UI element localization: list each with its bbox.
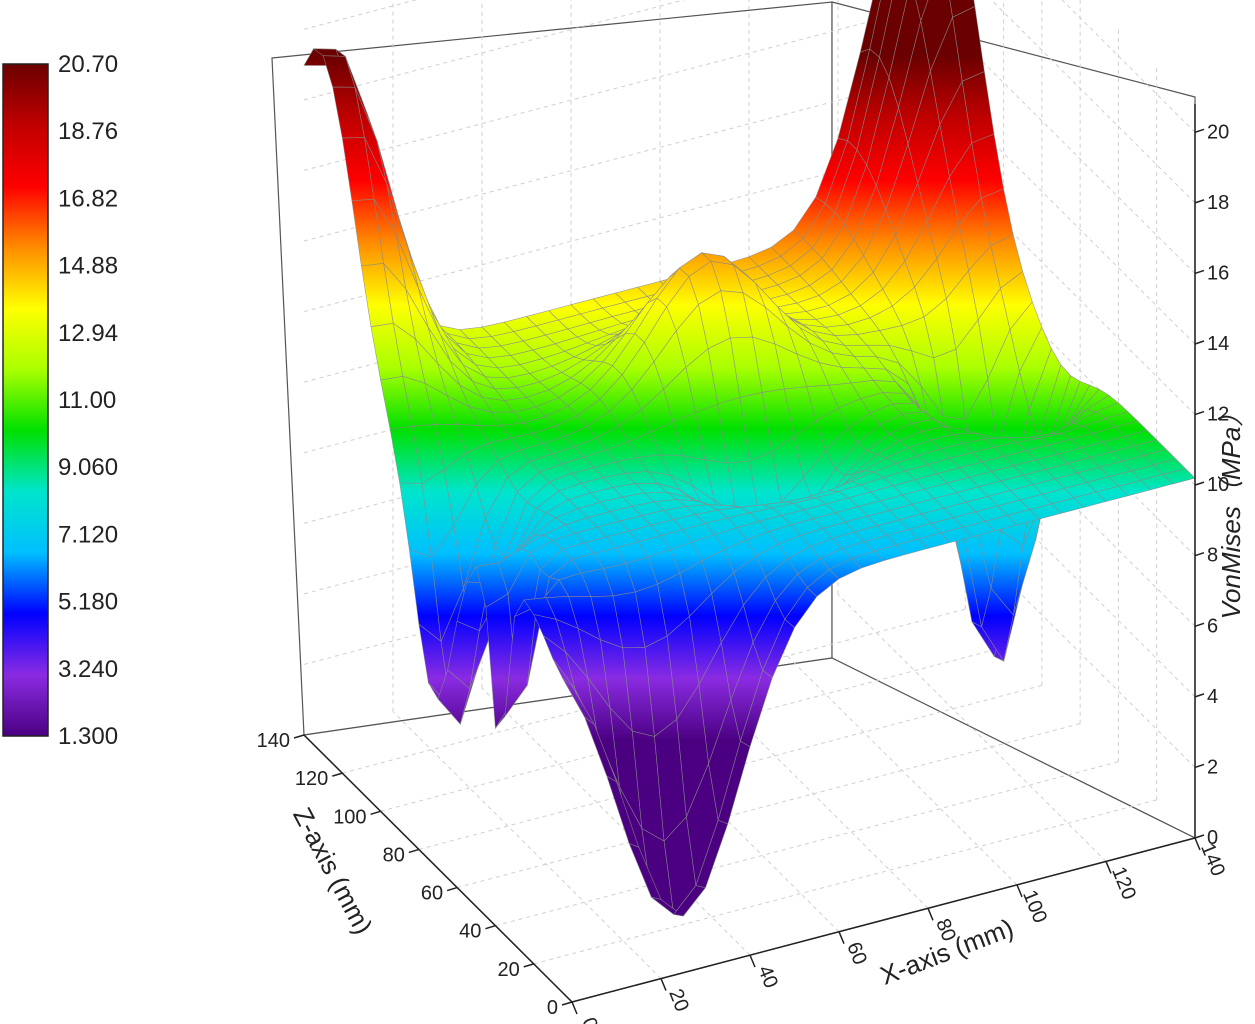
colorbar-label: 14.88 — [58, 253, 118, 280]
x-tick — [927, 907, 934, 921]
x-tick — [1194, 837, 1201, 851]
z-tick — [293, 734, 305, 739]
back-grid-v — [303, 5, 928, 171]
z-tick-label: 140 — [257, 730, 290, 752]
v-tick — [1194, 552, 1205, 557]
surface-facet — [869, 0, 893, 58]
floor-grid-x — [392, 711, 662, 979]
v-tick — [1194, 693, 1205, 698]
colorbar-label: 12.94 — [58, 320, 118, 347]
z-tick — [485, 924, 496, 930]
axes: 0204060801001201400204060801001201400246… — [257, 104, 1229, 1024]
colorbar-label: 3.240 — [58, 656, 118, 683]
x-tick — [749, 954, 756, 968]
x-tick-label: 20 — [664, 986, 693, 1015]
back-grid-v — [303, 76, 928, 242]
v-tick-label: 4 — [1207, 686, 1218, 708]
x-tick-label: 60 — [842, 939, 871, 968]
v-tick-label: 2 — [1207, 756, 1218, 778]
colorbar-labels: 20.70 18.76 16.82 14.88 12.94 11.00 9.060 7.120… — [58, 51, 118, 750]
surface-facet — [859, 0, 881, 53]
v-tick-label: 18 — [1207, 192, 1229, 214]
colorbar-label: 9.060 — [58, 454, 118, 481]
floor-grid-x — [481, 687, 751, 956]
colorbar-label: 1.300 — [58, 723, 118, 750]
v-tick-label: 20 — [1207, 121, 1229, 143]
z-tick-label: 0 — [547, 997, 558, 1019]
x-tick — [1105, 861, 1112, 874]
colorbar: 20.70 18.76 16.82 14.88 12.94 11.00 9.060 7.120… — [2, 51, 118, 750]
z-tick — [561, 1001, 573, 1006]
colorbar-label: 18.76 — [58, 118, 118, 145]
v-tick — [1194, 410, 1205, 416]
floor-grid-z — [457, 723, 1081, 889]
z-tick — [408, 848, 420, 854]
z-tick-label: 120 — [295, 768, 328, 790]
colorbar-label: 16.82 — [58, 185, 118, 212]
v-tick — [1194, 622, 1205, 627]
colorbar-label: 5.180 — [58, 589, 118, 616]
v-tick — [1194, 481, 1205, 486]
v-tick-label: 0 — [1207, 827, 1218, 849]
x-tick — [1016, 884, 1023, 898]
v-tick — [1194, 128, 1205, 133]
x-tick — [571, 1001, 578, 1015]
x-tick-label: 0 — [577, 1014, 602, 1024]
surface-plot — [303, 0, 1196, 917]
colorbar-label: 11.00 — [58, 387, 116, 414]
z-tick — [370, 810, 381, 816]
x-axis-line — [571, 837, 1196, 1003]
z-tick — [523, 963, 534, 968]
z-tick — [332, 772, 343, 777]
v-tick-label: 10 — [1207, 474, 1229, 496]
v-tick-label: 14 — [1207, 333, 1229, 355]
x-tick — [838, 931, 845, 945]
z-tick-label: 20 — [497, 959, 519, 981]
z-axis-line — [303, 734, 573, 1003]
x-tick-label: 100 — [1018, 887, 1051, 926]
back-grid-v — [303, 0, 418, 30]
floor-grid-z — [533, 799, 1157, 965]
back-grid-v — [303, 0, 686, 101]
z-tick-label: 100 — [333, 806, 366, 828]
z-tick-label: 60 — [421, 883, 443, 905]
v-axis-title: VonMises（MPa） — [1216, 401, 1246, 620]
z-tick-label: 40 — [459, 921, 481, 943]
floor-grid-x — [748, 617, 1018, 886]
x-tick-label: 40 — [753, 962, 782, 991]
floor-grid-x — [837, 594, 1107, 862]
colorbar-fill — [2, 63, 49, 737]
z-tick — [446, 886, 458, 892]
v-tick — [1194, 834, 1205, 839]
v-tick — [1194, 269, 1205, 275]
v-tick — [1194, 340, 1205, 345]
x-tick-label: 120 — [1107, 864, 1140, 903]
x-tick — [660, 978, 667, 991]
surface-facet — [1162, 468, 1196, 485]
surface-facet — [915, 0, 929, 22]
colorbar-label: 20.70 — [58, 51, 118, 78]
floor-grid-z — [495, 761, 1119, 927]
v-tick — [1194, 763, 1205, 769]
v-tick — [1194, 199, 1205, 204]
v-tick-label: 6 — [1207, 615, 1218, 637]
v-tick-label: 8 — [1207, 545, 1218, 567]
z-tick-label: 80 — [383, 844, 405, 866]
colorbar-label: 7.120 — [58, 521, 118, 548]
v-tick-label: 16 — [1207, 262, 1229, 284]
v-tick-label: 12 — [1207, 404, 1229, 426]
